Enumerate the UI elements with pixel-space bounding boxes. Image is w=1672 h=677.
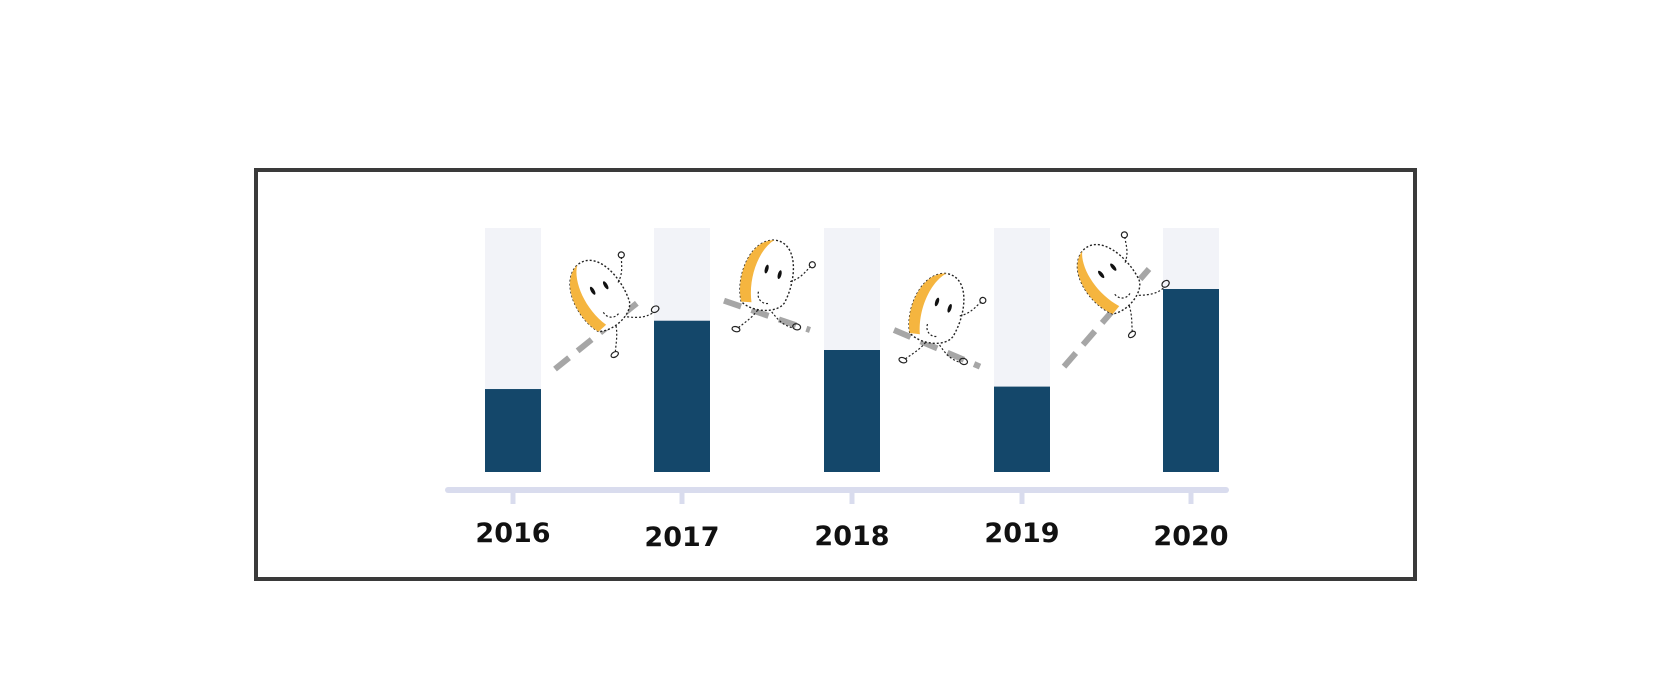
- bar-2017: [654, 320, 710, 472]
- bar-2020: [1163, 289, 1219, 472]
- x-tick-label-2016: 2016: [475, 518, 550, 549]
- x-tick-label-2017: 2017: [644, 522, 719, 553]
- x-tick-label-2018: 2018: [814, 521, 889, 552]
- x-tick-label-2020: 2020: [1153, 521, 1228, 552]
- mascot-icon: [1076, 231, 1170, 339]
- bar-2019: [994, 386, 1050, 472]
- mascot-icon: [569, 251, 660, 359]
- trend-segment-2018-2019: [892, 327, 982, 370]
- trend-segment-2019-2020: [1061, 267, 1152, 369]
- mascot-icon: [898, 272, 987, 366]
- trend-segment-2017-2018: [723, 297, 811, 333]
- bar-2018: [824, 350, 880, 472]
- bar-2016: [485, 389, 541, 472]
- mascot-icon: [731, 239, 816, 333]
- x-tick-label-2019: 2019: [984, 518, 1059, 549]
